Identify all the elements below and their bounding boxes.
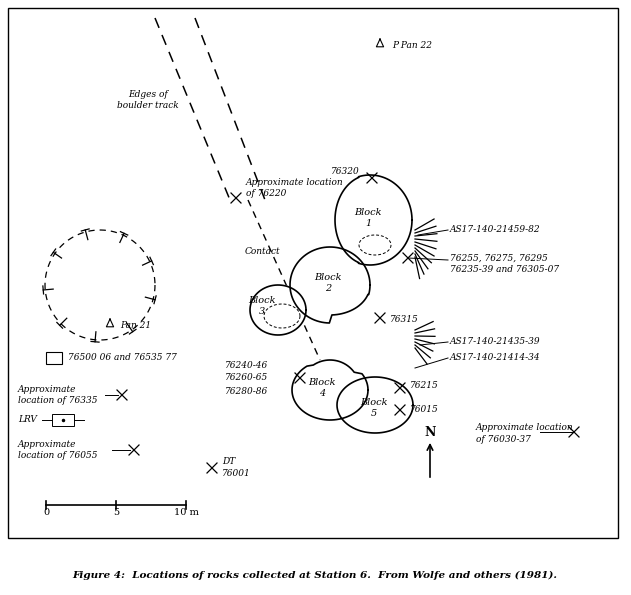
Text: Block
5: Block 5 (360, 398, 388, 418)
Text: Approximate
location of 76055: Approximate location of 76055 (18, 440, 98, 460)
Text: 76255, 76275, 76295: 76255, 76275, 76295 (450, 253, 548, 262)
Text: Figure 4:  Locations of rocks collected at Station 6.  From Wolfe and others (19: Figure 4: Locations of rocks collected a… (73, 571, 558, 580)
Text: P Pan 22: P Pan 22 (392, 42, 432, 51)
Text: AS17-140-21435-39: AS17-140-21435-39 (450, 337, 541, 346)
Bar (8, 8, 618, 538)
Text: AS17-140-21414-34: AS17-140-21414-34 (450, 352, 541, 362)
Text: 76001: 76001 (222, 469, 251, 478)
Text: 76500 06 and 76535 77: 76500 06 and 76535 77 (68, 353, 177, 362)
Text: 76320: 76320 (331, 168, 360, 177)
Text: LRV: LRV (18, 415, 37, 424)
Text: 76315: 76315 (390, 315, 419, 324)
Text: 76240-46: 76240-46 (225, 361, 268, 369)
Polygon shape (290, 247, 370, 323)
Text: DT: DT (222, 458, 235, 466)
Text: Approximate location
of 76220: Approximate location of 76220 (246, 178, 344, 198)
Polygon shape (335, 175, 412, 265)
Text: Approximate
location of 76335: Approximate location of 76335 (18, 386, 98, 405)
Text: 5: 5 (113, 508, 119, 517)
Polygon shape (292, 360, 368, 420)
Text: Edges of
boulder track: Edges of boulder track (117, 90, 179, 109)
Text: 76260-65: 76260-65 (225, 374, 268, 383)
Text: 76280-86: 76280-86 (225, 387, 268, 396)
Text: 76215: 76215 (410, 380, 439, 390)
Text: 76235-39 and 76305-07: 76235-39 and 76305-07 (450, 265, 559, 274)
Bar (46, 352, 62, 364)
Text: Block
4: Block 4 (309, 378, 336, 397)
Text: Block
1: Block 1 (354, 208, 382, 228)
Text: AS17-140-21459-82: AS17-140-21459-82 (450, 224, 541, 233)
Bar (52, 414, 74, 426)
Text: Approximate location: Approximate location (476, 424, 574, 433)
Text: Pan 21: Pan 21 (120, 321, 151, 330)
Text: 0: 0 (43, 508, 49, 517)
Text: Block
2: Block 2 (314, 273, 342, 293)
Text: of 76030-37: of 76030-37 (476, 436, 531, 444)
Polygon shape (250, 285, 306, 335)
Text: 76015: 76015 (410, 406, 439, 415)
Text: Block
3: Block 3 (248, 296, 276, 316)
Polygon shape (337, 377, 413, 433)
Text: N: N (424, 425, 435, 439)
Text: 10 m: 10 m (174, 508, 198, 517)
Text: Contact: Contact (244, 248, 280, 256)
